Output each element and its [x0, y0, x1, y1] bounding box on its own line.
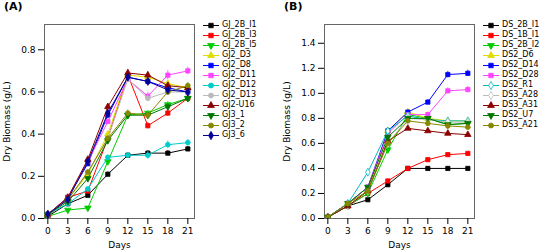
html-text:DS_1B_I1: DS_1B_I1: [502, 30, 540, 39]
svg-text:15: 15: [142, 226, 153, 236]
svg-text:3: 3: [65, 226, 71, 236]
html-text:DS2_D28: DS2_D28: [502, 70, 539, 79]
svg-text:Days: Days: [108, 240, 131, 250]
svg-text:0.6: 0.6: [301, 138, 316, 148]
html-text:GJ2-U16: GJ2-U16: [222, 100, 255, 109]
html-text:GJ2_D12: GJ2_D12: [222, 80, 256, 89]
svg-text:6: 6: [365, 226, 371, 236]
svg-text:18: 18: [162, 226, 174, 236]
svg-text:21: 21: [182, 226, 193, 236]
html-text:GJ2_D11: GJ2_D11: [222, 70, 256, 79]
svg-text:0.4: 0.4: [301, 163, 316, 173]
html-text:DS3_A21: DS3_A21: [502, 120, 538, 129]
html-text:(A): (A): [4, 0, 23, 13]
html-text:DS2_R1: DS2_R1: [502, 80, 533, 89]
svg-text:1.0: 1.0: [301, 88, 316, 98]
html-text:DS_2B_I2: DS_2B_I2: [502, 40, 540, 49]
html-text:GJ_2B_I3: GJ_2B_I3: [222, 30, 257, 39]
svg-text:12: 12: [402, 226, 413, 236]
html-text:GJ3_6: GJ3_6: [222, 130, 245, 139]
svg-text:18: 18: [442, 226, 454, 236]
svg-text:3: 3: [345, 226, 351, 236]
svg-text:Days: Days: [388, 240, 411, 250]
svg-text:0.4: 0.4: [21, 129, 36, 139]
svg-text:15: 15: [422, 226, 433, 236]
html-text:DS_2B_I1: DS_2B_I1: [502, 20, 540, 29]
svg-text:0.2: 0.2: [301, 188, 315, 198]
svg-text:12: 12: [122, 226, 133, 236]
svg-text:0.0: 0.0: [21, 213, 36, 223]
html-text:DS2_U7: DS2_U7: [502, 110, 534, 119]
svg-text:0.0: 0.0: [301, 213, 316, 223]
html-text:GJ3_2: GJ3_2: [222, 120, 245, 129]
html-text:GJ_2B_I1: GJ_2B_I1: [222, 20, 257, 29]
svg-text:1.2: 1.2: [301, 63, 315, 73]
svg-text:1.4: 1.4: [301, 38, 316, 48]
svg-text:Dry Biomass (g/L): Dry Biomass (g/L): [2, 81, 12, 161]
html-text:DS3_A28: DS3_A28: [502, 90, 538, 99]
html-text:DS2_D6: DS2_D6: [502, 50, 534, 59]
html-text:GJ2_D3: GJ2_D3: [222, 50, 251, 59]
html-text:DS2_D14: DS2_D14: [502, 60, 539, 69]
html-text:GJ3_1: GJ3_1: [222, 110, 245, 119]
svg-text:9: 9: [385, 226, 391, 236]
svg-text:0: 0: [45, 226, 51, 236]
svg-text:0.6: 0.6: [21, 87, 36, 97]
svg-text:6: 6: [85, 226, 91, 236]
svg-text:0.8: 0.8: [21, 45, 36, 55]
html-text:GJ2_D13: GJ2_D13: [222, 90, 256, 99]
svg-text:0.2: 0.2: [21, 171, 35, 181]
svg-text:9: 9: [105, 226, 111, 236]
html-text:DS3_A31: DS3_A31: [502, 100, 538, 109]
html-text:(B): (B): [284, 0, 303, 13]
html-text:GJ_2B_I5: GJ_2B_I5: [222, 40, 257, 49]
svg-text:0.8: 0.8: [301, 113, 316, 123]
svg-text:21: 21: [462, 226, 473, 236]
svg-text:Dry Biomass (g/L): Dry Biomass (g/L): [282, 81, 292, 161]
svg-text:0: 0: [325, 226, 331, 236]
html-text:GJ2_D8: GJ2_D8: [222, 60, 251, 69]
